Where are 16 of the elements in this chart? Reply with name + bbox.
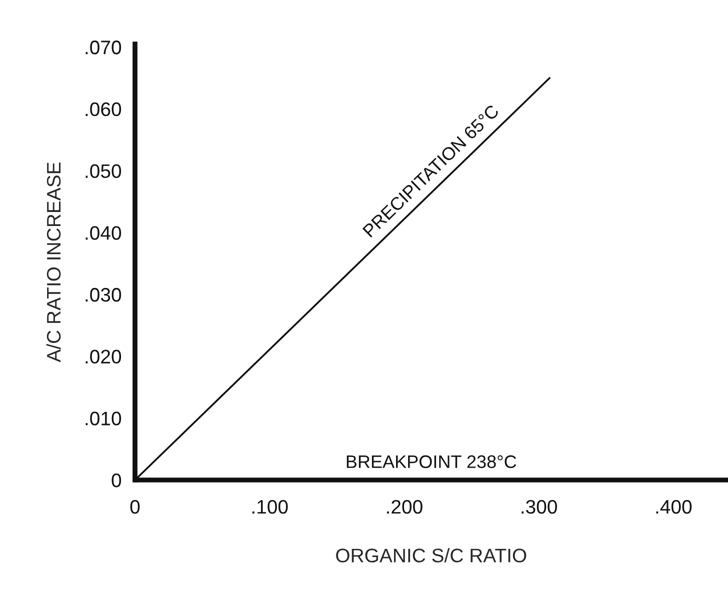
y-tick-label: .050 xyxy=(86,164,122,178)
x-tick-label: .100 xyxy=(252,500,288,514)
y-tick-label: .010 xyxy=(86,412,122,426)
y-tick-label: .040 xyxy=(86,226,122,240)
x-tick-label: 0 xyxy=(130,500,140,514)
x-axis-title: ORGANIC S/C RATIO xyxy=(336,548,526,562)
y-tick-label: .060 xyxy=(86,102,122,116)
y-tick-label: .070 xyxy=(86,40,122,54)
series-label: BREAKPOINT 238°C xyxy=(346,455,516,468)
y-axis-title: A/C RATIO INCREASE xyxy=(46,162,61,362)
y-tick-label: .030 xyxy=(86,288,122,302)
x-tick-label: .200 xyxy=(387,500,422,514)
y-tick-label: .020 xyxy=(86,350,122,364)
x-tick-label: .400 xyxy=(656,500,692,514)
x-tick-label: .300 xyxy=(522,500,557,514)
y-tick-label: 0 xyxy=(112,473,122,488)
